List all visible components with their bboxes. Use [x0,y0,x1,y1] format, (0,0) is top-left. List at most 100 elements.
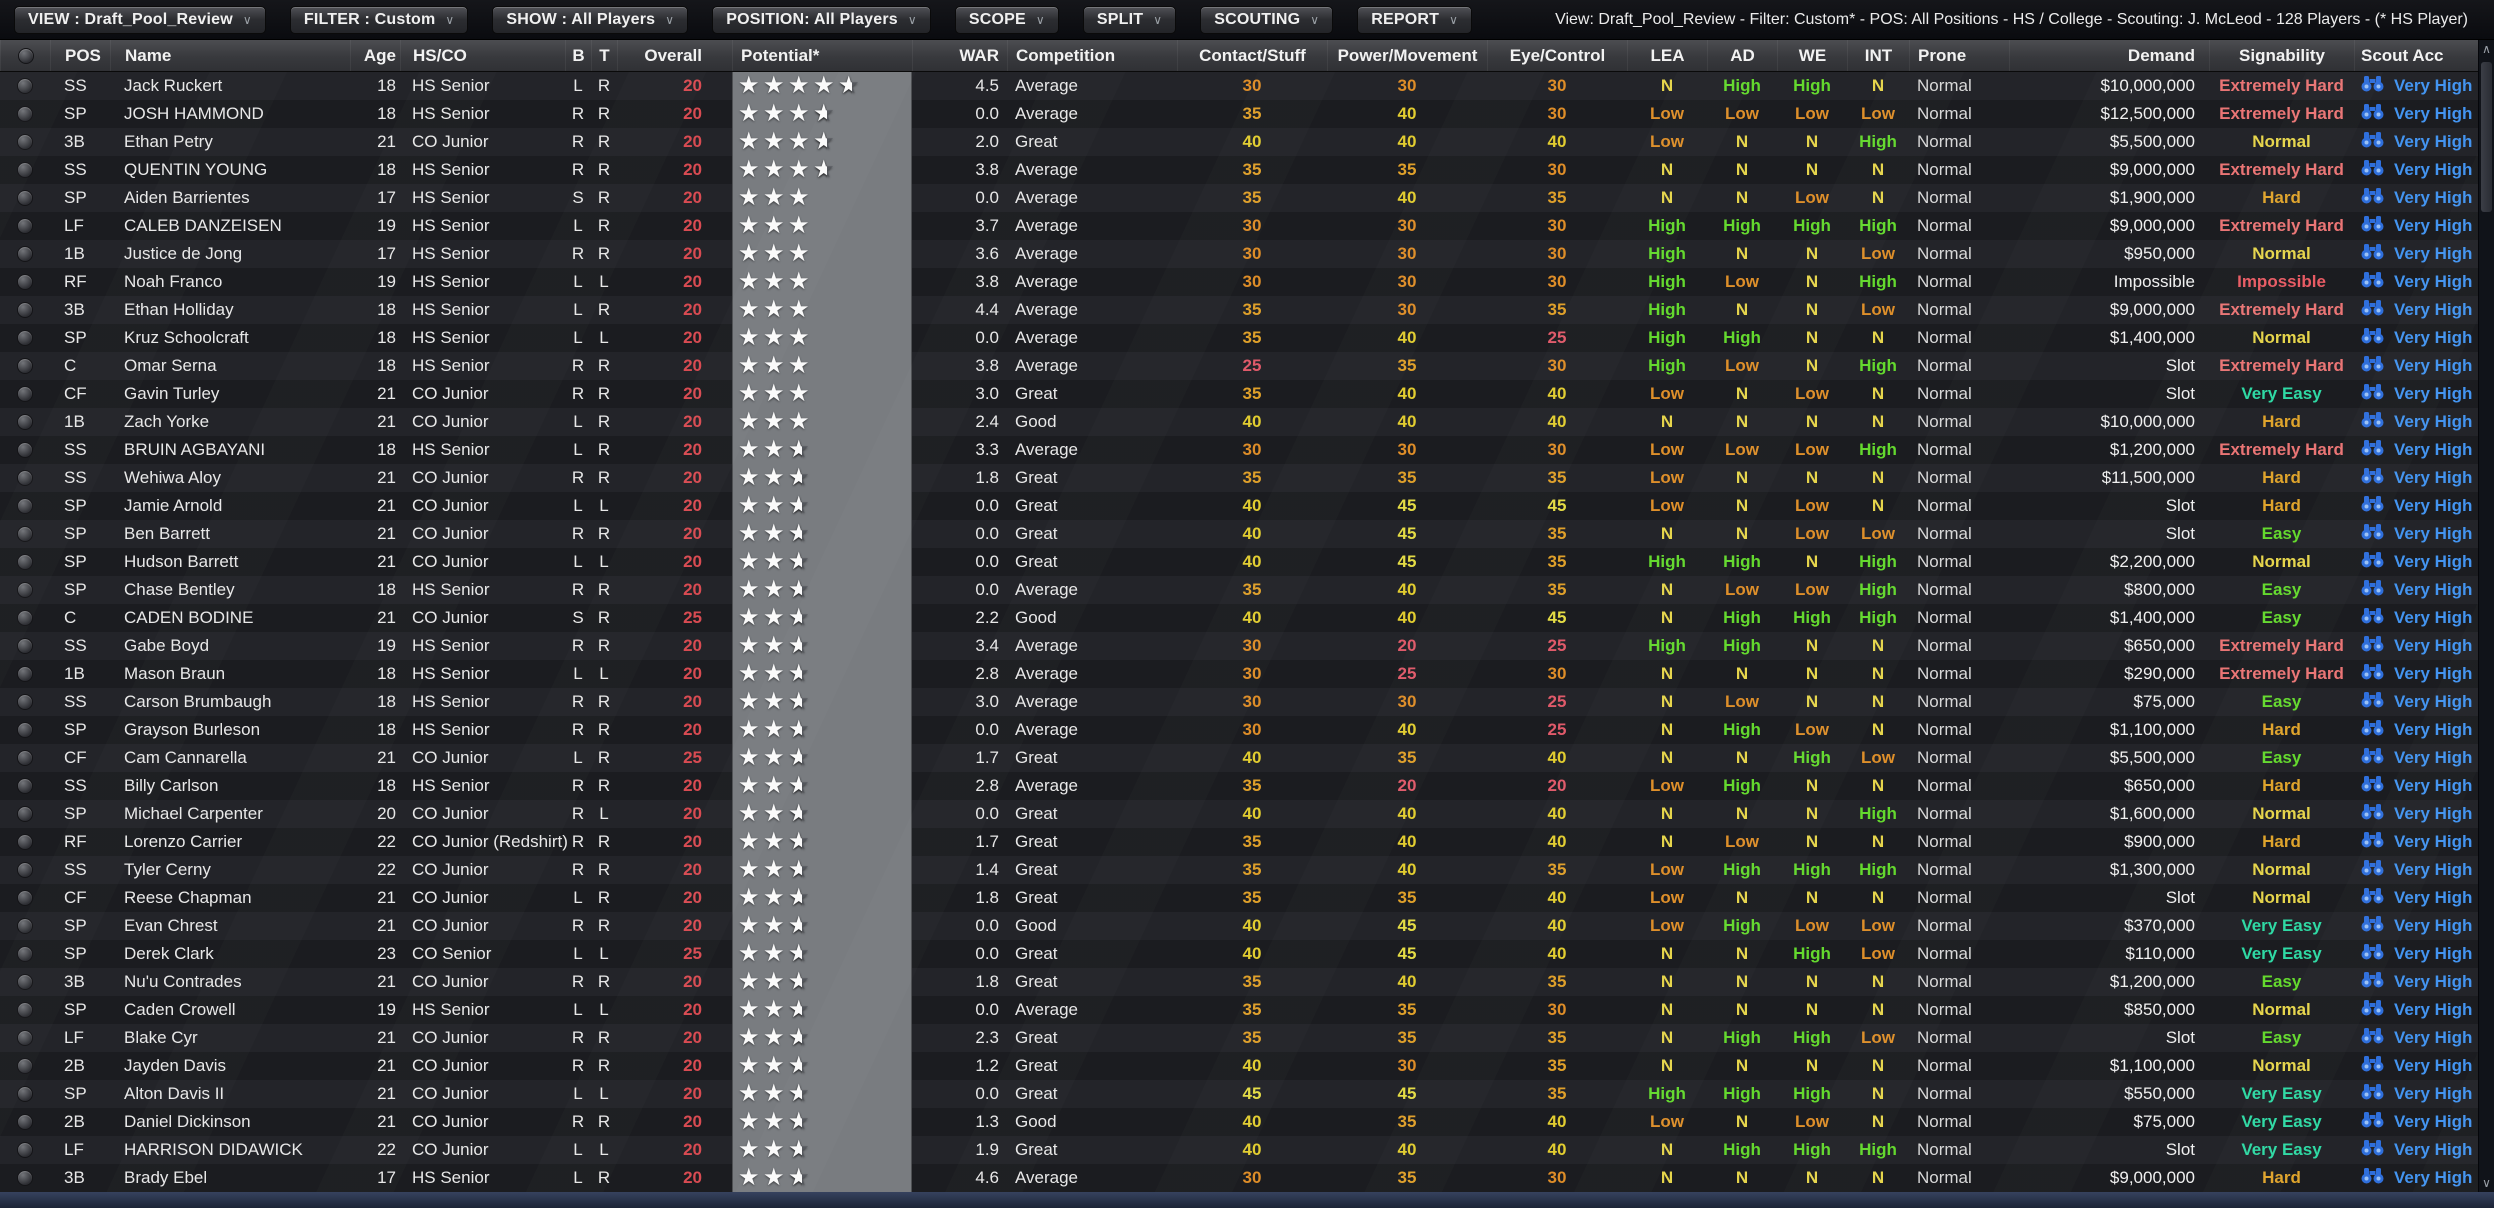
player-row[interactable]: SP Grayson Burleson 18 HS Senior R R 20 ★ ★ ★ ★ 0.0… [0,716,2478,744]
player-row[interactable]: 2B Daniel Dickinson 21 CO Junior R R 20 ★ ★ ★ ★ 1.3… [0,1108,2478,1136]
row-select-radio[interactable] [17,162,33,178]
row-select-radio[interactable] [17,274,33,290]
row-select-radio[interactable] [17,1002,33,1018]
row-select-radio[interactable] [17,582,33,598]
column-header-lea[interactable]: LEA [1627,40,1707,71]
row-select-radio[interactable] [17,666,33,682]
row-select-radio[interactable] [17,414,33,430]
player-row[interactable]: 3B Brady Ebel 17 HS Senior L R 20 ★ ★ ★ ★ 4.6 Averag… [0,1164,2478,1192]
row-select-radio[interactable] [17,358,33,374]
column-header-pos[interactable]: POS [50,40,110,71]
row-select-radio[interactable] [17,1086,33,1102]
column-header-overall[interactable]: Overall [617,40,732,71]
player-row[interactable]: SP Caden Crowell 19 HS Senior L L 20 ★ ★ ★ ★ 0.0 Ave… [0,996,2478,1024]
player-row[interactable]: SS Wehiwa Aloy 21 CO Junior R R 20 ★ ★ ★ ★ 1.8 Great… [0,464,2478,492]
row-select-radio[interactable] [17,1058,33,1074]
scrollbar-thumb[interactable] [2481,62,2492,212]
player-row[interactable]: SP Evan Chrest 21 CO Junior R R 20 ★ ★ ★ ★ 0.0 Good 4… [0,912,2478,940]
row-select-radio[interactable] [17,246,33,262]
scope-dropdown[interactable]: SCOPE ∨ [954,5,1059,34]
column-header-comp[interactable]: Competition [1007,40,1177,71]
filter-dropdown[interactable]: FILTER : Custom ∨ [289,5,469,34]
vertical-scrollbar[interactable]: ∧ ∨ [2478,40,2494,1192]
position-dropdown[interactable]: POSITION: All Players ∨ [712,5,931,34]
column-header-sign[interactable]: Signability [2209,40,2354,71]
column-header-name[interactable]: Name [110,40,350,71]
player-row[interactable]: SP Kruz Schoolcraft 18 HS Senior L L 20 ★ ★ ★ 0.0 A… [0,324,2478,352]
view-dropdown[interactable]: VIEW : Draft_Pool_Review ∨ [14,5,266,34]
row-select-radio[interactable] [17,1142,33,1158]
player-row[interactable]: LF HARRISON DIDAWICK 22 CO Junior L L 20 ★ ★ ★ ★ 1.… [0,1136,2478,1164]
row-select-radio[interactable] [17,1170,33,1186]
column-header-age[interactable]: Age [350,40,400,71]
row-select-radio[interactable] [17,722,33,738]
row-select-radio[interactable] [17,862,33,878]
row-select-radio[interactable] [17,750,33,766]
row-select-radio[interactable] [17,134,33,150]
column-header-prone[interactable]: Prone [1909,40,2009,71]
row-select-radio[interactable] [17,302,33,318]
report-dropdown[interactable]: REPORT ∨ [1357,5,1473,34]
select-all-radio[interactable] [17,47,34,64]
row-select-radio[interactable] [17,834,33,850]
row-select-radio[interactable] [17,386,33,402]
row-select-radio[interactable] [17,694,33,710]
row-select-radio[interactable] [17,526,33,542]
player-row[interactable]: SS Jack Ruckert 18 HS Senior L R 20 ★ ★ ★ ★ ★ ★ 4.5 Av… [0,72,2478,100]
player-row[interactable]: SP Michael Carpenter 20 CO Junior R L 20 ★ ★ ★ ★ 0.… [0,800,2478,828]
scroll-down-icon[interactable]: ∨ [2482,1176,2491,1190]
player-row[interactable]: SP Alton Davis II 21 CO Junior L L 20 ★ ★ ★ ★ 0.0 Gr… [0,1080,2478,1108]
column-header-demand[interactable]: Demand [2009,40,2209,71]
player-row[interactable]: RF Noah Franco 19 HS Senior L L 20 ★ ★ ★ 3.8 Averag… [0,268,2478,296]
player-row[interactable]: SS Tyler Cerny 22 CO Junior R R 20 ★ ★ ★ ★ 1.4 Great… [0,856,2478,884]
player-row[interactable]: LF CALEB DANZEISEN 19 HS Senior L R 20 ★ ★ ★ 3.7 Av… [0,212,2478,240]
scroll-up-icon[interactable]: ∧ [2482,42,2491,56]
row-select-radio[interactable] [17,78,33,94]
select-all-header[interactable] [0,40,50,71]
player-row[interactable]: C CADEN BODINE 21 CO Junior S R 25 ★ ★ ★ ★ 2.2 Good 4… [0,604,2478,632]
player-row[interactable]: SS Carson Brumbaugh 18 HS Senior R R 20 ★ ★ ★ ★ 3.0… [0,688,2478,716]
column-header-war[interactable]: WAR [912,40,1007,71]
player-row[interactable]: SS Billy Carlson 18 HS Senior R R 20 ★ ★ ★ ★ 2.8 Ave… [0,772,2478,800]
column-header-b[interactable]: B [565,40,591,71]
player-row[interactable]: 1B Zach Yorke 21 CO Junior L R 20 ★ ★ ★ 2.4 Good 40 4… [0,408,2478,436]
row-select-radio[interactable] [17,778,33,794]
column-header-we[interactable]: WE [1777,40,1847,71]
row-select-radio[interactable] [17,806,33,822]
player-row[interactable]: 3B Ethan Holliday 18 HS Senior L R 20 ★ ★ ★ 4.4 Ave… [0,296,2478,324]
column-header-scout[interactable]: Scout Acc [2354,40,2478,71]
column-header-t[interactable]: T [591,40,617,71]
row-select-radio[interactable] [17,442,33,458]
player-row[interactable]: SP Ben Barrett 21 CO Junior R R 20 ★ ★ ★ ★ 0.0 Great… [0,520,2478,548]
split-dropdown[interactable]: SPLIT ∨ [1082,5,1177,34]
player-row[interactable]: 3B Nu'u Contrades 21 CO Junior R R 20 ★ ★ ★ ★ 1.8 Gr… [0,968,2478,996]
player-row[interactable]: C Omar Serna 18 HS Senior R R 20 ★ ★ ★ 3.8 Average 2… [0,352,2478,380]
row-select-radio[interactable] [17,946,33,962]
show-dropdown[interactable]: SHOW : All Players ∨ [492,5,689,34]
player-row[interactable]: RF Lorenzo Carrier 22 CO Junior (Redshirt) R… [0,828,2478,856]
player-row[interactable]: SP Jamie Arnold 21 CO Junior L L 20 ★ ★ ★ ★ 0.0 Grea… [0,492,2478,520]
player-row[interactable]: SS Gabe Boyd 19 HS Senior R R 20 ★ ★ ★ ★ 3.4 Average… [0,632,2478,660]
row-select-radio[interactable] [17,890,33,906]
player-row[interactable]: 1B Justice de Jong 17 HS Senior R R 20 ★ ★ ★ 3.6 Av… [0,240,2478,268]
row-select-radio[interactable] [17,610,33,626]
row-select-radio[interactable] [17,106,33,122]
column-header-eye[interactable]: Eye/Control [1487,40,1627,71]
row-select-radio[interactable] [17,554,33,570]
column-header-pow[interactable]: Power/Movement [1327,40,1487,71]
column-header-ad[interactable]: AD [1707,40,1777,71]
player-row[interactable]: SP Chase Bentley 18 HS Senior R R 20 ★ ★ ★ ★ 0.0 Ave… [0,576,2478,604]
player-row[interactable]: CF Cam Cannarella 21 CO Junior L R 25 ★ ★ ★ ★ 1.7 Gr… [0,744,2478,772]
player-row[interactable]: LF Blake Cyr 21 CO Junior R R 20 ★ ★ ★ ★ 2.3 Great 35… [0,1024,2478,1052]
row-select-radio[interactable] [17,638,33,654]
column-header-potential[interactable]: Potential* [732,40,912,71]
player-row[interactable]: CF Reese Chapman 21 CO Junior L R 20 ★ ★ ★ ★ 1.8 Gre… [0,884,2478,912]
row-select-radio[interactable] [17,498,33,514]
row-select-radio[interactable] [17,330,33,346]
row-select-radio[interactable] [17,974,33,990]
player-row[interactable]: SP JOSH HAMMOND 18 HS Senior R R 20 ★ ★ ★ ★ ★ 0.0 Ave… [0,100,2478,128]
row-select-radio[interactable] [17,918,33,934]
player-row[interactable]: CF Gavin Turley 21 CO Junior R R 20 ★ ★ ★ 3.0 Great… [0,380,2478,408]
player-row[interactable]: 2B Jayden Davis 21 CO Junior R R 20 ★ ★ ★ ★ 1.2 Grea… [0,1052,2478,1080]
player-row[interactable]: SS BRUIN AGBAYANI 18 HS Senior L R 20 ★ ★ ★ ★ 3.3 Av… [0,436,2478,464]
